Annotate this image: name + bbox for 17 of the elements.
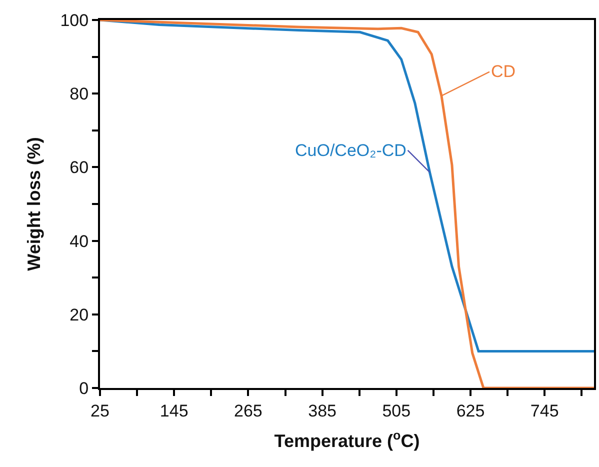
x-tick-label: 385 bbox=[308, 401, 336, 420]
x-tick-label: 505 bbox=[382, 401, 411, 420]
y-axis-title: Weight loss (%) bbox=[24, 137, 44, 271]
y-tick-label: 40 bbox=[70, 232, 89, 251]
x-tick-label: 145 bbox=[160, 401, 188, 420]
x-tick-label: 745 bbox=[530, 401, 559, 420]
y-tick-label: 60 bbox=[70, 158, 89, 178]
y-tick-label: 20 bbox=[70, 305, 89, 324]
x-tick-label: 25 bbox=[90, 401, 110, 420]
x-axis-title: Temperature ($^{o}$C) bbox=[274, 428, 420, 451]
y-tick-label: 0 bbox=[79, 378, 89, 398]
series-label: CuO/CeO₂-CD bbox=[295, 141, 406, 160]
x-tick-label: 625 bbox=[456, 401, 485, 420]
x-tick-label: 265 bbox=[234, 401, 262, 420]
y-tick-label: 100 bbox=[60, 10, 89, 30]
text: CD bbox=[491, 62, 516, 81]
y-tick-label: 80 bbox=[70, 84, 89, 104]
